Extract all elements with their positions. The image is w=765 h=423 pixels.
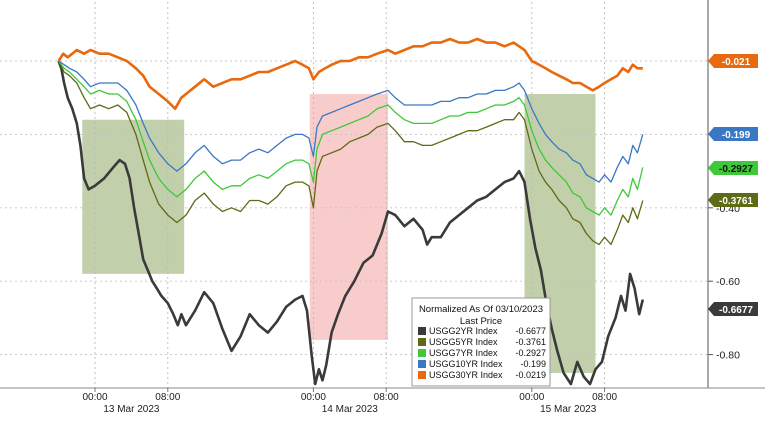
x-tick-label-1: 00:00 [82,392,107,403]
legend-swatch-4 [418,360,426,368]
last-value-tag-bg [708,161,758,175]
series-line-usgg7yr [58,60,644,216]
legend-entries: USGG2YR Index -0.6677 USGG5YR Index -0.3761… [418,326,546,380]
legend-entry-name-4: USGG10YR Index [429,359,503,369]
legend-swatch-1 [418,327,426,335]
last-value-tag-usgg30yr: -0.021 [708,54,758,68]
y-tick-label-2: -0.60 [716,276,740,288]
x-tick-label-4: 08:00 [374,392,399,403]
legend-entry-value-1: -0.6677 [515,326,546,336]
date-label-2: 14 Mar 2023 [322,404,379,415]
date-label-1: 13 Mar 2023 [103,404,160,415]
x-tick-label-2: 08:00 [155,392,180,403]
legend-swatch-2 [418,338,426,346]
last-value-tag-usgg5yr: -0.3761 [708,193,758,207]
series-line-usgg10yr [58,60,644,183]
legend: Normalized As Of 03/10/2023 Last Price U… [411,297,551,387]
last-value-tag-text: -0.6677 [719,305,753,316]
legend-entry-name-5: USGG30YR Index [429,370,503,380]
legend-entry-value-4: -0.199 [520,359,546,369]
legend-entry-value-5: -0.0219 [515,370,546,380]
series-lines [57,37,645,386]
legend-subtitle: Last Price [460,316,502,327]
last-value-tags: -0.021 -0.199 -0.2927 -0.3761 -0.6677 [708,54,758,316]
legend-title: Normalized As Of 03/10/2023 [419,304,543,315]
shaded-region-2 [309,94,389,340]
legend-entry-value-3: -0.2927 [515,348,546,358]
last-value-tag-text: -0.199 [722,130,751,141]
legend-entry-name-2: USGG5YR Index [429,337,498,347]
legend-entry-value-2: -0.3761 [515,337,546,347]
date-label-3: 15 Mar 2023 [540,404,597,415]
series-line-usgg5yr [58,60,644,246]
legend-swatch-5 [418,371,426,379]
last-value-tag-bg [708,193,758,207]
x-tick-label-5: 00:00 [519,392,544,403]
last-value-tag-text: -0.3761 [719,196,753,207]
last-value-tag-usgg10yr: -0.199 [708,127,758,141]
last-value-tag-usgg7yr: -0.2927 [708,161,758,175]
x-tick-label-6: 08:00 [592,392,617,403]
legend-swatch-3 [418,349,426,357]
x-tick-label-3: 00:00 [301,392,326,403]
legend-entry-name-1: USGG2YR Index [429,326,498,336]
last-value-tag-bg [708,54,758,68]
last-value-tag-bg [708,302,758,316]
last-value-tag-bg [708,127,758,141]
series-line-usgg30yr [57,37,643,110]
last-value-tag-usgg2yr: -0.6677 [708,302,758,316]
legend-box [411,297,551,387]
legend-entry-name-3: USGG7YR Index [429,348,498,358]
last-value-tag-text: -0.021 [722,57,751,68]
last-value-tag-text: -0.2927 [719,164,753,175]
series-line-usgg2yr [57,60,645,386]
y-tick-label-3: -0.80 [716,350,740,362]
